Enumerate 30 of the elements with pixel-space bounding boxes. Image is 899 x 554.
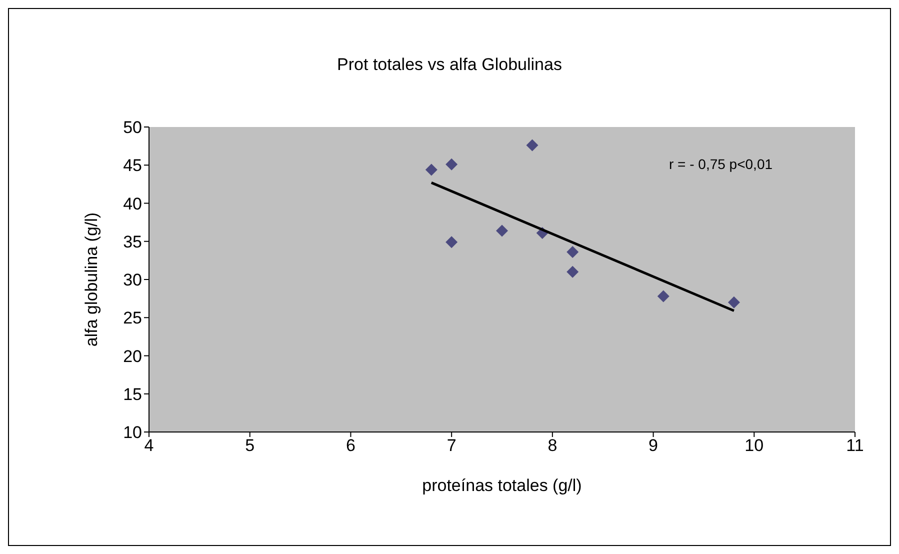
x-tick-label: 5: [245, 436, 255, 456]
y-axis-title: alfa globulina (g/l): [82, 212, 102, 347]
point: [728, 296, 740, 308]
x-tick-label: 11: [846, 436, 864, 456]
point: [657, 290, 670, 302]
y-tick-label: 10: [123, 423, 142, 442]
y-tick-label: 20: [123, 346, 142, 366]
x-tick-label: 7: [446, 436, 456, 456]
point: [446, 236, 458, 248]
point: [425, 164, 438, 176]
y-tick-label: 35: [123, 232, 142, 252]
point: [496, 224, 508, 237]
y-tick-label: 30: [123, 270, 142, 290]
y-tick-label: 25: [123, 308, 142, 328]
point: [566, 246, 579, 258]
chart-title: Prot totales vs alfa Globulinas: [336, 55, 563, 75]
point: [526, 139, 538, 152]
x-tick-label: 4: [144, 436, 154, 456]
x-tick-label: 6: [346, 436, 356, 456]
point: [566, 266, 579, 278]
annotation: r = - 0,75 p<0,01: [669, 156, 773, 172]
y-tick-label: 50: [123, 118, 142, 138]
y-tick-label: 40: [123, 194, 142, 214]
point: [446, 158, 458, 170]
x-tick-label: 8: [548, 436, 558, 456]
x-tick-label: 10: [744, 436, 764, 456]
x-axis-title: proteínas totales (g/l): [422, 476, 582, 495]
x-tick-label: 9: [648, 436, 658, 456]
y-tick-label: 15: [123, 384, 142, 404]
y-tick-label: 45: [123, 156, 142, 176]
